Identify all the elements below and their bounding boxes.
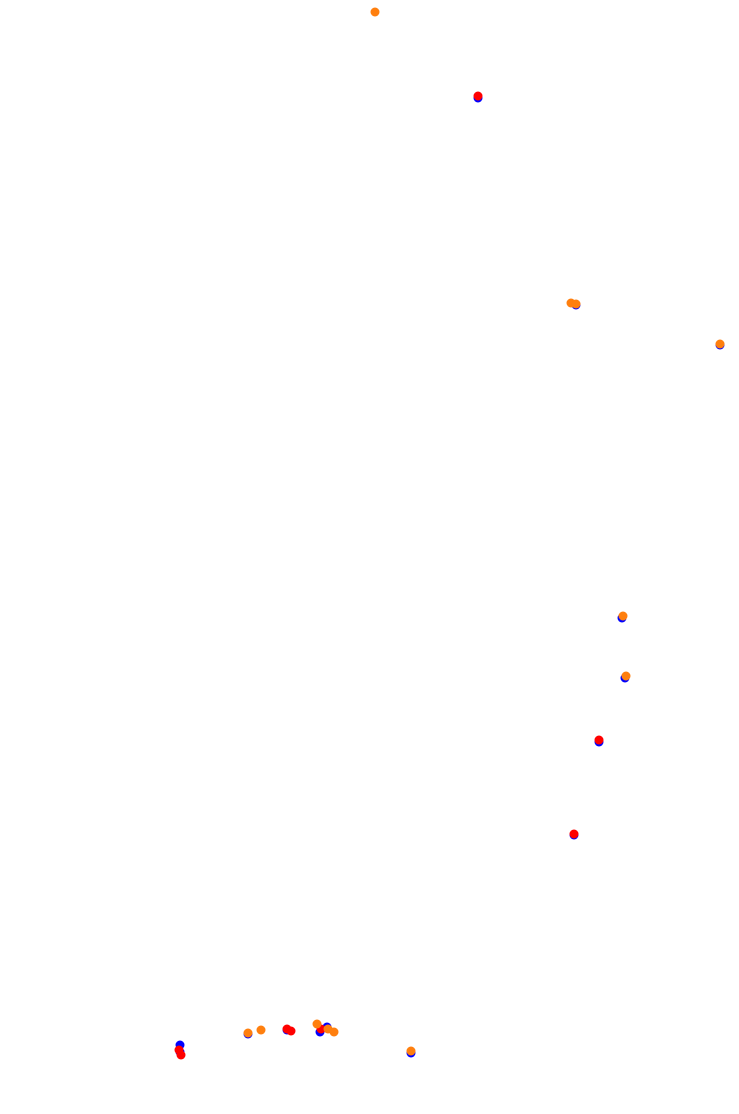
point bbox=[618, 611, 628, 621]
point bbox=[312, 1019, 322, 1029]
point bbox=[243, 1028, 253, 1038]
point bbox=[370, 7, 380, 17]
point bbox=[621, 671, 631, 681]
point bbox=[594, 735, 604, 745]
point bbox=[569, 829, 579, 839]
point bbox=[473, 91, 483, 101]
point bbox=[176, 1050, 186, 1060]
point bbox=[715, 339, 725, 349]
point bbox=[256, 1025, 266, 1035]
point bbox=[286, 1026, 296, 1036]
point bbox=[571, 299, 581, 309]
point bbox=[406, 1046, 416, 1056]
point bbox=[329, 1027, 339, 1037]
